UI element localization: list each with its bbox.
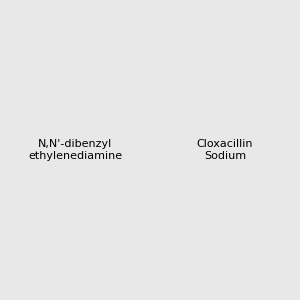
Text: Cloxacillin
Sodium: Cloxacillin Sodium	[197, 139, 253, 161]
Text: N,N'-dibenzyl
ethylenediamine: N,N'-dibenzyl ethylenediamine	[28, 139, 122, 161]
